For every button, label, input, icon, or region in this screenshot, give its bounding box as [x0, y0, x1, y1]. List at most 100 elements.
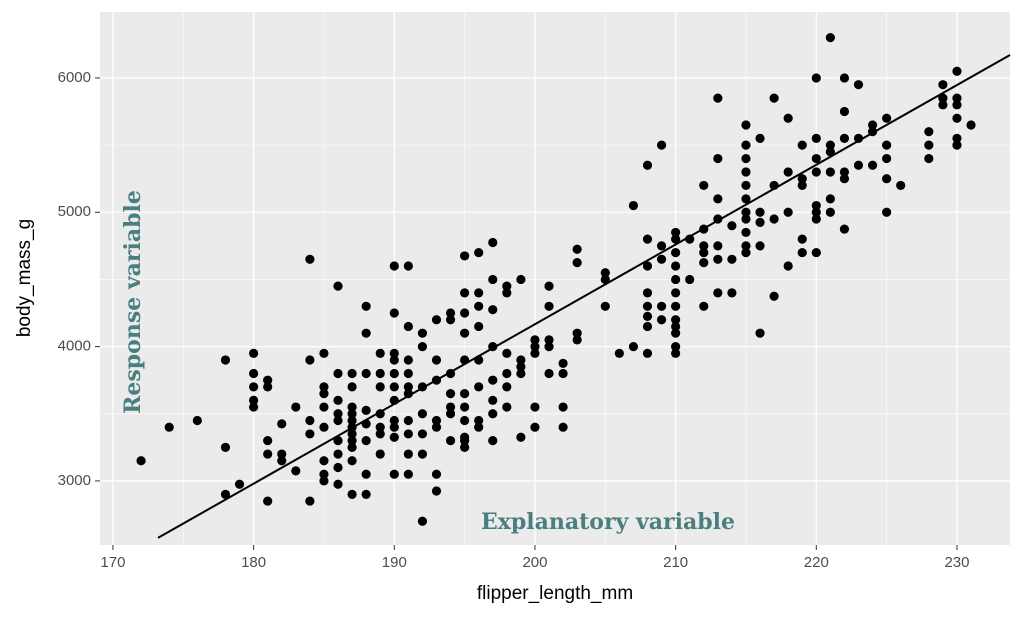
point — [671, 227, 681, 238]
point — [811, 73, 821, 83]
point — [853, 160, 864, 170]
point — [924, 140, 934, 150]
point — [825, 194, 835, 204]
point — [277, 419, 287, 429]
point — [839, 133, 850, 143]
point — [882, 113, 892, 123]
point — [389, 368, 399, 379]
point — [727, 221, 737, 231]
point — [389, 382, 399, 392]
point — [403, 368, 413, 379]
point — [347, 402, 357, 412]
point — [403, 261, 413, 271]
point — [305, 355, 315, 365]
point — [811, 214, 821, 224]
point — [600, 274, 610, 285]
point — [417, 429, 428, 439]
annotation: Explanatory variable — [481, 509, 735, 535]
point — [516, 355, 526, 365]
point — [502, 368, 512, 379]
point — [755, 328, 765, 338]
point — [558, 358, 568, 368]
point — [488, 436, 498, 446]
point — [375, 449, 385, 459]
x-tick-label: 210 — [663, 554, 688, 571]
point — [741, 241, 751, 251]
point — [741, 167, 751, 177]
point — [952, 140, 962, 150]
point — [713, 241, 723, 251]
point — [488, 395, 498, 405]
point — [305, 496, 315, 506]
x-tick-label: 200 — [522, 554, 547, 571]
point — [642, 301, 653, 311]
point — [544, 281, 554, 291]
point — [333, 281, 343, 291]
point — [375, 348, 385, 358]
point — [347, 415, 357, 426]
point — [882, 207, 892, 217]
point — [558, 402, 568, 412]
point — [896, 180, 906, 191]
point — [699, 301, 709, 311]
point — [488, 237, 498, 248]
point — [389, 469, 399, 479]
point — [755, 133, 765, 143]
point — [319, 382, 329, 392]
point — [628, 200, 639, 211]
point — [811, 133, 821, 143]
point — [671, 301, 681, 311]
point — [952, 100, 962, 110]
point — [347, 429, 357, 439]
point — [797, 234, 807, 244]
point — [530, 402, 540, 412]
point — [811, 167, 821, 177]
point — [783, 207, 793, 217]
point — [671, 274, 681, 285]
point — [249, 382, 259, 392]
point — [544, 301, 554, 311]
point — [699, 180, 709, 191]
point — [347, 368, 357, 379]
point — [825, 140, 835, 150]
point — [867, 120, 878, 130]
point — [924, 153, 934, 164]
point — [136, 456, 146, 466]
point — [671, 321, 681, 332]
point — [811, 200, 821, 211]
point — [347, 382, 357, 392]
point — [839, 106, 850, 117]
point — [699, 247, 709, 258]
point — [333, 462, 343, 473]
point — [474, 415, 484, 426]
point — [417, 342, 428, 352]
point — [403, 415, 413, 426]
y-axis-title: body_mass_g — [14, 219, 35, 337]
point — [361, 489, 371, 499]
point — [741, 180, 751, 191]
point — [375, 382, 385, 392]
point — [488, 375, 498, 385]
point — [474, 288, 484, 298]
point — [488, 409, 498, 419]
point — [431, 469, 442, 479]
point — [445, 402, 456, 412]
point — [924, 127, 934, 137]
point — [319, 348, 329, 358]
point — [614, 348, 624, 358]
trend-line — [157, 54, 1011, 539]
point — [600, 268, 610, 278]
point — [642, 261, 653, 271]
point — [319, 422, 329, 432]
point — [333, 479, 343, 489]
point — [769, 93, 779, 103]
point — [572, 328, 582, 338]
point — [741, 153, 751, 164]
point — [347, 409, 357, 419]
point — [952, 93, 962, 103]
point — [769, 291, 779, 301]
point — [671, 328, 681, 338]
point — [797, 174, 807, 184]
point — [460, 436, 470, 446]
point — [572, 335, 582, 345]
